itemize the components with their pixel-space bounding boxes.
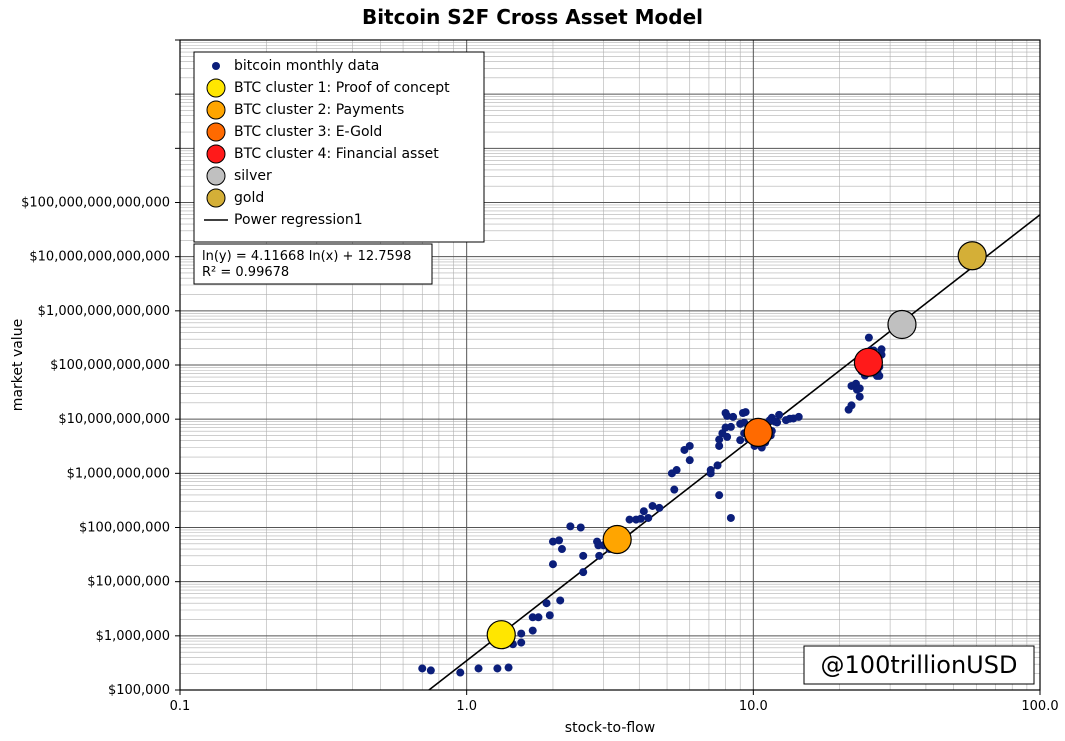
- scatter-point: [686, 456, 694, 464]
- chart-container: Bitcoin S2F Cross Asset Model 0.1 1.0 10.0 1…: [0, 0, 1065, 741]
- legend-label: Power regression1: [234, 212, 363, 228]
- cluster-marker: [888, 310, 916, 338]
- scatter-point: [534, 613, 542, 621]
- scatter-point: [673, 466, 681, 474]
- scatter-point: [456, 669, 464, 677]
- y-axis-label: market value: [10, 319, 26, 411]
- legend-label: BTC cluster 3: E-Gold: [234, 124, 382, 140]
- scatter-point: [558, 545, 566, 553]
- y-tick-label: $100,000,000,000: [50, 358, 170, 373]
- scatter-point: [856, 384, 864, 392]
- scatter-point: [727, 514, 735, 522]
- x-tick-label: 1.0: [456, 699, 477, 714]
- y-tick-label: $10,000,000,000: [58, 412, 170, 427]
- scatter-point: [649, 502, 657, 510]
- scatter-point: [595, 552, 603, 560]
- scatter-point: [644, 514, 652, 522]
- scatter-point: [865, 334, 873, 342]
- x-tick-label: 0.1: [170, 699, 191, 714]
- scatter-point: [707, 466, 715, 474]
- scatter-point: [505, 664, 513, 672]
- scatter-point: [670, 486, 678, 494]
- cluster-marker: [854, 348, 882, 376]
- cluster-marker: [603, 526, 631, 554]
- regression-equation: ln(y) = 4.11668 ln(x) + 12.7598: [202, 249, 411, 264]
- legend: bitcoin monthly data BTC cluster 1: Proof…: [194, 52, 484, 242]
- scatter-point: [637, 515, 645, 523]
- scatter-point: [418, 664, 426, 672]
- legend-label: silver: [234, 168, 272, 184]
- scatter-point: [715, 491, 723, 499]
- x-tick-label: 100.0: [1021, 699, 1058, 714]
- scatter-point: [686, 442, 694, 450]
- cluster-marker: [958, 242, 986, 270]
- x-tick-label: 10.0: [739, 699, 768, 714]
- scatter-point: [427, 666, 435, 674]
- scatter-point: [549, 560, 557, 568]
- scatter-point: [795, 413, 803, 421]
- legend-label: BTC cluster 4: Financial asset: [234, 146, 439, 162]
- scatter-point: [723, 433, 731, 441]
- y-tick-label: $10,000,000,000,000: [29, 250, 170, 265]
- x-axis-label: stock-to-flow: [565, 720, 655, 736]
- equation-box: ln(y) = 4.11668 ln(x) + 12.7598R² = 0.99…: [194, 244, 432, 284]
- attribution-text: @100trillionUSD: [821, 651, 1018, 679]
- cluster-marker: [487, 621, 515, 649]
- cluster-marker: [744, 418, 772, 446]
- scatter-point: [579, 568, 587, 576]
- attribution: @100trillionUSD: [804, 646, 1034, 684]
- y-tick-label: $100,000,000: [79, 521, 170, 536]
- legend-label: gold: [234, 190, 264, 206]
- y-tick-label: $1,000,000,000: [67, 466, 170, 481]
- scatter-point: [727, 423, 735, 431]
- scatter-point: [517, 639, 525, 647]
- scatter-point: [856, 393, 864, 401]
- scatter-point: [493, 664, 501, 672]
- scatter-point: [517, 630, 525, 638]
- scatter-point: [742, 408, 750, 416]
- y-tick-label: $100,000: [108, 683, 170, 698]
- y-tick-label: $100,000,000,000,000: [21, 196, 170, 211]
- legend-label: BTC cluster 1: Proof of concept: [234, 80, 450, 96]
- legend-label: BTC cluster 2: Payments: [234, 102, 404, 118]
- y-tick-label: $1,000,000: [96, 629, 170, 644]
- y-tick-label: $1,000,000,000,000: [38, 304, 170, 319]
- scatter-point: [714, 461, 722, 469]
- scatter-point: [729, 413, 737, 421]
- legend-label: bitcoin monthly data: [234, 58, 379, 74]
- scatter-point: [546, 611, 554, 619]
- scatter-point: [529, 627, 537, 635]
- scatter-point: [475, 664, 483, 672]
- scatter-point: [773, 418, 781, 426]
- y-tick-label: $10,000,000: [87, 575, 170, 590]
- scatter-point: [736, 436, 744, 444]
- scatter-point: [555, 536, 563, 544]
- scatter-point: [640, 507, 648, 515]
- scatter-point: [577, 524, 585, 532]
- chart-svg: Bitcoin S2F Cross Asset Model 0.1 1.0 10.0 1…: [0, 0, 1065, 741]
- scatter-point: [775, 411, 783, 419]
- regression-r2: R² = 0.99678: [202, 265, 289, 280]
- scatter-point: [566, 522, 574, 530]
- scatter-point: [847, 401, 855, 409]
- scatter-point: [556, 596, 564, 604]
- scatter-point: [579, 552, 587, 560]
- scatter-point: [655, 504, 663, 512]
- chart-title: Bitcoin S2F Cross Asset Model: [362, 5, 703, 29]
- scatter-point: [543, 599, 551, 607]
